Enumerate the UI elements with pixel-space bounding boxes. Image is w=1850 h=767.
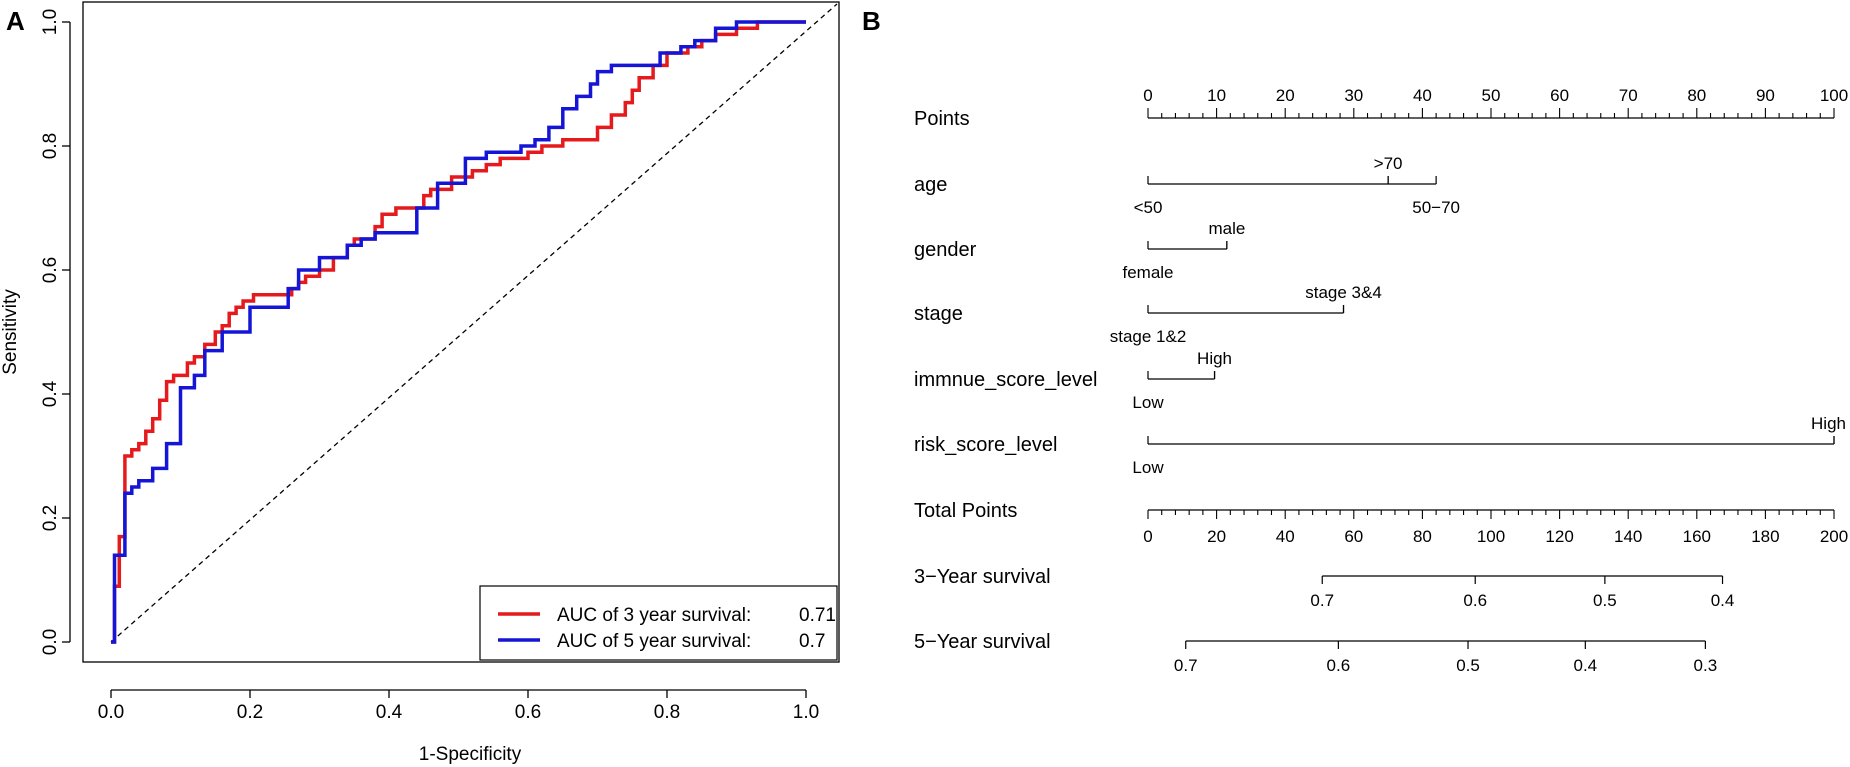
nomogram-points-tick-label: 90	[1756, 86, 1775, 105]
roc-panel: 0.0 0.2 0.4 0.6 0.8 1.0 0.0 0.2 0.4 0.6 0.8 1.0 1-…	[0, 1, 840, 765]
nomogram-points-tick-label: 80	[1687, 86, 1706, 105]
nomogram-points-tick-label: 70	[1619, 86, 1638, 105]
roc-x-tick-label: 0.6	[515, 702, 541, 723]
nomogram-points-tick-label: 100	[1820, 86, 1848, 105]
nomogram-points-tick-label: 60	[1550, 86, 1569, 105]
roc-x-tick-label: 1.0	[793, 702, 819, 723]
nomogram-variable-label-1: gender	[914, 239, 977, 261]
nomogram-points-tick-label: 40	[1413, 86, 1432, 105]
roc-y-axis: 0.0 0.2 0.4 0.6 0.8 1.0	[40, 9, 71, 655]
roc-reference-diagonal	[110, 3, 838, 643]
nomogram-level-label: stage 3&4	[1305, 283, 1382, 302]
nomogram-points-tick-label: 50	[1482, 86, 1501, 105]
nomogram-survival-tick-label: 0.4	[1711, 591, 1735, 610]
roc-y-tick-label: 0.2	[40, 505, 61, 531]
nomogram-variable-label-0: age	[914, 174, 947, 196]
nomogram-survival-tick-label: 0.5	[1593, 591, 1617, 610]
nomogram-survival-tick-label: 0.7	[1174, 656, 1198, 675]
nomogram-survival-tick-label: 0.4	[1574, 656, 1598, 675]
nomogram-points-tick-label: 10	[1207, 86, 1226, 105]
roc-legend-box	[479, 585, 838, 661]
panel-label-b: B	[862, 6, 881, 36]
nomogram-level-label: male	[1208, 219, 1245, 238]
roc-y-tick-label: 1.0	[40, 9, 61, 35]
roc-x-axis: 0.0 0.2 0.4 0.6 0.8 1.0	[98, 689, 819, 723]
nomogram-variable-label-3: immnue_score_level	[914, 369, 1097, 391]
nomogram-total-tick-label: 20	[1207, 527, 1226, 546]
nomogram-survival-tick-label: 0.6	[1463, 591, 1487, 610]
roc-curve-5yr	[111, 20, 806, 644]
roc-legend-label-5yr: AUC of 5 year survival:	[557, 631, 751, 652]
nomogram-survival-tick-label: 0.5	[1456, 656, 1480, 675]
roc-x-tick-label: 0.2	[237, 702, 263, 723]
nomogram-total-tick-label: 180	[1751, 527, 1779, 546]
nomogram-total-tick-label: 40	[1276, 527, 1295, 546]
roc-legend-value-3yr: 0.71	[799, 605, 836, 626]
nomogram-level-label: Low	[1132, 458, 1164, 477]
nomogram-total-tick-label: 60	[1344, 527, 1363, 546]
nomogram-total-tick-label: 80	[1413, 527, 1432, 546]
nomogram-total-points-label: Total Points	[914, 500, 1017, 522]
roc-plot-frame	[82, 1, 840, 663]
roc-y-tick-label: 0.8	[40, 133, 61, 159]
roc-x-tick-label: 0.0	[98, 702, 124, 723]
roc-curves	[111, 20, 806, 644]
roc-legend: AUC of 3 year survival: 0.71 AUC of 5 ye…	[479, 585, 838, 661]
nomogram-total-tick-label: 200	[1820, 527, 1848, 546]
roc-x-axis-label: 1-Specificity	[419, 744, 522, 765]
nomogram-points-tick-label: 20	[1276, 86, 1295, 105]
nomogram-level-label: stage 1&2	[1110, 327, 1187, 346]
nomogram-level-label: High	[1197, 349, 1232, 368]
roc-y-tick-label: 0.0	[40, 629, 61, 655]
nomogram-survival-tick-label: 0.7	[1310, 591, 1334, 610]
panel-label-a: A	[6, 6, 25, 36]
nomogram-total-tick-label: 140	[1614, 527, 1642, 546]
roc-curve-3yr	[111, 20, 806, 644]
roc-legend-label-3yr: AUC of 3 year survival:	[557, 605, 751, 626]
roc-y-tick-label: 0.4	[40, 380, 61, 407]
nomogram-total-tick-label: 160	[1683, 527, 1711, 546]
nomogram-panel: Points 0 10 20 30 40 50 60 70 80 90 100 age <50 >70 50−…	[914, 86, 1848, 675]
nomogram-total-tick-label: 120	[1545, 527, 1573, 546]
roc-x-tick-label: 0.8	[654, 702, 680, 723]
roc-y-tick-label: 0.6	[40, 257, 61, 283]
nomogram-points-label: Points	[914, 108, 970, 130]
nomogram-survival-label-1: 5−Year survival	[914, 631, 1051, 653]
nomogram-points-tick-label: 0	[1143, 86, 1152, 105]
nomogram-total-tick-label: 0	[1143, 527, 1152, 546]
nomogram-variable-label-2: stage	[914, 303, 963, 325]
nomogram-level-label: <50	[1134, 198, 1163, 217]
nomogram-level-label: >70	[1374, 154, 1403, 173]
nomogram-survival-tick-label: 0.3	[1694, 656, 1718, 675]
nomogram-survival-label-0: 3−Year survival	[914, 566, 1051, 588]
nomogram-variable-label-4: risk_score_level	[914, 434, 1057, 456]
nomogram-level-label: Low	[1132, 393, 1164, 412]
roc-y-axis-label: Sensitivity	[0, 289, 21, 375]
nomogram-level-label: High	[1811, 414, 1846, 433]
nomogram-total-tick-label: 100	[1477, 527, 1505, 546]
nomogram-points-tick-label: 30	[1344, 86, 1363, 105]
nomogram-level-label: 50−70	[1412, 198, 1460, 217]
nomogram-survival-tick-label: 0.6	[1327, 656, 1351, 675]
nomogram-level-label: female	[1122, 263, 1173, 282]
roc-x-tick-label: 0.4	[376, 702, 403, 723]
roc-legend-value-5yr: 0.7	[799, 631, 825, 652]
